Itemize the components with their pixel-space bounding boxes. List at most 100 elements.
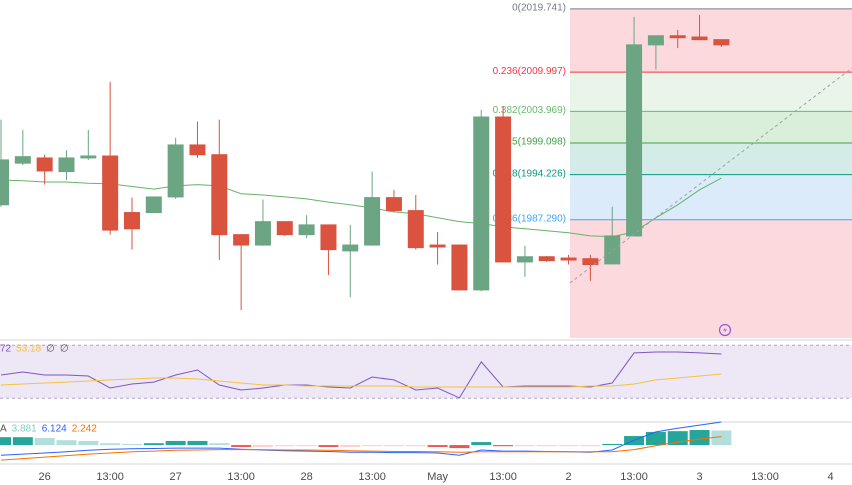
legend-value: A <box>0 424 7 435</box>
histogram-bar <box>493 445 514 447</box>
histogram-bar <box>318 445 339 447</box>
rsi-band <box>0 345 852 399</box>
candle-body <box>189 144 206 156</box>
candle-body <box>276 221 293 236</box>
x-tick-label: 13:00 <box>489 471 517 483</box>
candle-body <box>167 144 184 198</box>
fib-label: 0.786(1987.290) <box>493 213 566 224</box>
x-tick-label: 3 <box>696 471 702 483</box>
x-tick-label: 13:00 <box>96 471 124 483</box>
histogram-bar <box>427 445 448 447</box>
histogram-bar <box>689 430 710 446</box>
legend-value: ∅ <box>60 344 69 355</box>
histogram-bar <box>449 445 470 449</box>
candle-body <box>0 159 9 206</box>
fib-label: 0.618(1994.226) <box>493 168 566 179</box>
candle-body <box>320 224 337 251</box>
histogram-bar <box>340 445 361 447</box>
candle-body <box>14 156 31 164</box>
legend-value: 53.18 <box>16 344 41 355</box>
histogram-bar <box>602 443 623 446</box>
legend-value: 6.124 <box>42 424 67 435</box>
histogram-bar <box>165 440 186 446</box>
x-tick-label: 2 <box>566 471 572 483</box>
histogram-bar <box>0 437 11 446</box>
histogram-bar <box>580 445 601 447</box>
candle-body <box>385 197 402 212</box>
histogram-bar <box>143 443 164 446</box>
candle-body <box>102 155 119 231</box>
main-panel: 0(2019.741) 0.236(2009.997) 0.382(2003.969… <box>0 2 852 338</box>
candle-body <box>407 210 424 249</box>
candle-body <box>538 256 555 262</box>
rsi-line <box>0 351 722 399</box>
histogram-bar <box>558 445 579 447</box>
candle-body <box>626 44 643 237</box>
fib-label: 0.382(2003.969) <box>493 105 566 116</box>
x-tick-label: 13:00 <box>227 471 255 483</box>
x-tick-label: 27 <box>170 471 182 483</box>
histogram-bar <box>383 445 404 447</box>
alert-icon[interactable] <box>718 323 732 337</box>
fib-band <box>570 111 852 144</box>
histogram-bar <box>405 445 426 447</box>
candle-body <box>516 256 533 263</box>
histogram-bar <box>362 445 383 447</box>
candle-body <box>36 157 53 172</box>
histogram-bar <box>34 437 55 446</box>
macd-line <box>0 436 722 461</box>
histogram-bar <box>100 443 121 446</box>
histogram-bar <box>274 445 295 447</box>
candle-body <box>647 35 664 46</box>
fib-band <box>570 72 852 112</box>
candle-body <box>145 196 162 214</box>
candle-body <box>80 155 97 159</box>
candle-body <box>669 35 686 39</box>
candle-body <box>342 244 359 252</box>
x-tick-label: 13:00 <box>620 471 648 483</box>
candle-body <box>254 221 271 246</box>
fib-label: 0(2019.741) <box>512 2 566 13</box>
histogram-bar <box>121 443 142 446</box>
histogram-bar <box>12 437 33 446</box>
legend-value: 3.881 <box>12 424 37 435</box>
fib-band <box>570 8 852 73</box>
candle-body <box>473 116 490 291</box>
rsi-line <box>0 373 722 388</box>
histogram-bar <box>645 431 666 446</box>
histogram-bar <box>252 445 273 447</box>
candle-body <box>604 235 621 265</box>
candle-body <box>560 257 577 261</box>
candle-body <box>582 258 599 266</box>
rsi-panel: 72 53.18 ∅ ∅ <box>0 344 852 399</box>
histogram-bar <box>514 445 535 447</box>
candle-body <box>58 157 75 173</box>
fib-label: 0.236(2009.997) <box>493 66 566 77</box>
histogram-bar <box>209 443 230 446</box>
x-axis: 26 13:00 27 13:00 28 13:00 May 13:00 2 13:00 3 13:0… <box>39 471 834 483</box>
candle-body <box>495 116 512 263</box>
legend-value: 2.242 <box>72 424 97 435</box>
x-tick-label: 28 <box>300 471 312 483</box>
x-tick-label: 4 <box>827 471 833 483</box>
histogram-bar <box>711 430 732 446</box>
macd-line <box>0 421 722 456</box>
x-tick-label: May <box>427 471 448 483</box>
x-tick-label: 26 <box>39 471 51 483</box>
fib-band <box>570 174 852 220</box>
macd-panel: A 3.881 6.124 2.242 <box>0 421 732 461</box>
legend-value: 72 <box>0 344 12 355</box>
x-tick-label: 13:00 <box>751 471 779 483</box>
moving-average <box>0 177 722 238</box>
candle-body <box>298 224 315 236</box>
candle-body <box>691 36 708 41</box>
histogram-bar <box>231 445 252 447</box>
histogram-bar <box>296 445 317 447</box>
fib-band <box>570 143 852 175</box>
histogram-bar <box>56 440 77 446</box>
fib-label: 0.5(1999.098) <box>504 137 566 148</box>
histogram-bar <box>536 445 557 447</box>
histogram-bar <box>471 442 492 446</box>
candle-body <box>211 154 228 236</box>
